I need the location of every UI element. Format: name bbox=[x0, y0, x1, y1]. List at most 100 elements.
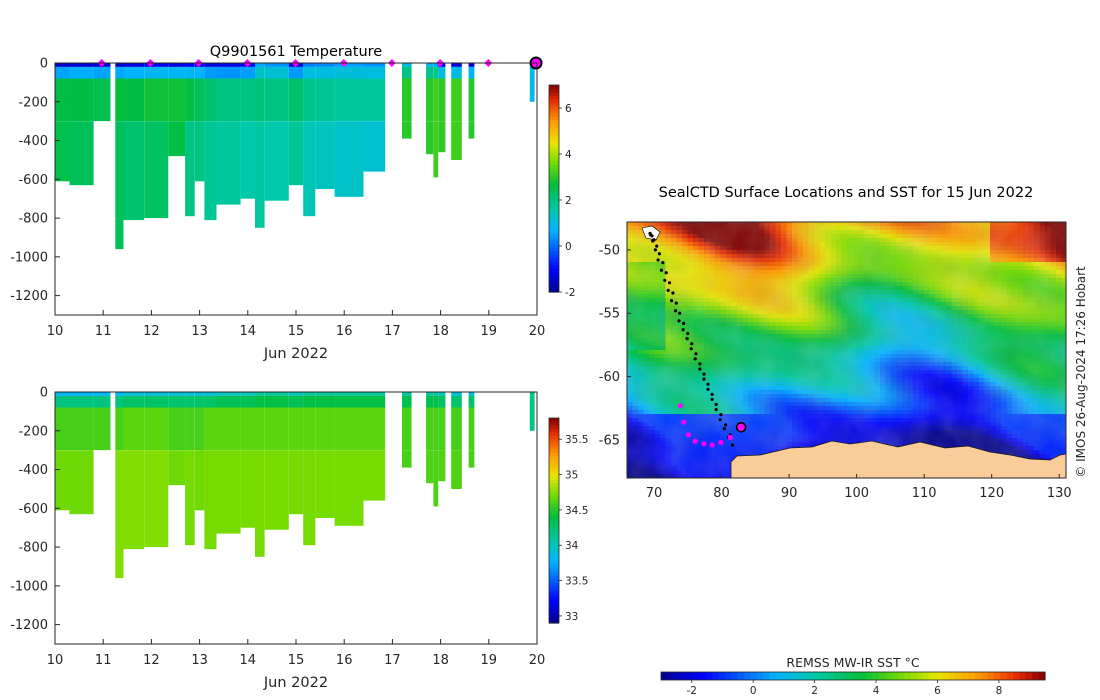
profile-cell bbox=[144, 392, 169, 396]
profile-cell bbox=[216, 395, 241, 408]
profile-cell bbox=[93, 78, 111, 122]
colorbar-segment bbox=[549, 428, 559, 433]
profile-cell bbox=[168, 78, 186, 122]
colorbar-segment bbox=[549, 178, 559, 183]
y-tick-label: -1200 bbox=[10, 289, 48, 304]
profile-cell bbox=[123, 395, 145, 408]
colorbar-segment bbox=[549, 551, 559, 556]
profile-cell bbox=[240, 121, 256, 199]
colorbar-segment bbox=[549, 198, 559, 203]
profile-cell bbox=[55, 407, 70, 451]
profile-cell bbox=[204, 63, 217, 67]
colorbar-segment bbox=[549, 435, 559, 440]
profile-cell bbox=[468, 450, 475, 468]
colorbar-segment bbox=[549, 571, 559, 576]
profile-cell bbox=[433, 66, 439, 79]
x-tick-label: 18 bbox=[432, 324, 449, 339]
profile-cell bbox=[69, 392, 94, 396]
profile-cell bbox=[363, 78, 386, 122]
profile-cell bbox=[303, 63, 316, 67]
profile-cell bbox=[185, 392, 195, 396]
colorbar-segment bbox=[549, 612, 559, 617]
colorbar-segment bbox=[549, 171, 559, 176]
profile-cell bbox=[115, 407, 124, 451]
x-tick-label: 18 bbox=[432, 653, 449, 668]
x-tick-label: 19 bbox=[481, 324, 498, 339]
profile-cell bbox=[264, 407, 289, 451]
profile-cell bbox=[204, 392, 217, 396]
profile-cell bbox=[334, 121, 364, 197]
colorbar-segment bbox=[549, 267, 559, 272]
profile-cell bbox=[204, 121, 217, 221]
profile-cell bbox=[426, 78, 434, 122]
x-tick-label: 10 bbox=[47, 653, 64, 668]
colorbar-segment bbox=[549, 167, 559, 172]
profile-cell bbox=[240, 407, 256, 451]
colorbar-tick-label: 33 bbox=[565, 611, 578, 623]
profile-cell bbox=[433, 78, 439, 122]
profile-cell bbox=[168, 66, 186, 79]
profile-cell bbox=[255, 407, 265, 451]
colorbar-segment bbox=[549, 585, 559, 590]
profile-cell bbox=[255, 392, 265, 396]
y-tick-label: -1000 bbox=[10, 250, 48, 265]
colorbar-segment bbox=[549, 510, 559, 515]
profile-cell bbox=[55, 121, 70, 182]
colorbar-segment bbox=[549, 212, 559, 217]
colorbar-tick-label: 0 bbox=[565, 241, 572, 253]
profile-cell bbox=[402, 121, 412, 139]
colorbar-segment bbox=[549, 486, 559, 491]
profile-cell bbox=[303, 392, 316, 396]
profile-cell bbox=[451, 78, 462, 122]
colorbar-segment bbox=[549, 476, 559, 481]
profile-cell bbox=[123, 63, 145, 67]
profile-cell bbox=[402, 63, 412, 67]
profile-cell bbox=[315, 450, 335, 518]
profile-cell bbox=[123, 450, 145, 550]
profile-cell bbox=[216, 450, 241, 534]
profile-cell bbox=[194, 395, 205, 408]
colorbar-segment bbox=[549, 185, 559, 190]
profile-cell bbox=[144, 63, 169, 67]
profile-cell bbox=[216, 407, 241, 451]
profile-cell bbox=[168, 121, 186, 157]
profile-cell bbox=[69, 66, 94, 79]
profile-cell bbox=[168, 395, 186, 408]
colorbar-segment bbox=[549, 554, 559, 559]
profile-cell bbox=[69, 407, 94, 451]
colorbar-segment bbox=[549, 503, 559, 508]
salinity-x-label: Jun 2022 bbox=[263, 675, 328, 691]
profile-cell bbox=[303, 121, 316, 217]
colorbar-segment bbox=[549, 264, 559, 269]
colorbar-segment bbox=[549, 588, 559, 593]
colorbar-segment bbox=[549, 616, 559, 621]
colorbar-segment bbox=[549, 254, 559, 259]
profile-cell bbox=[115, 78, 124, 122]
colorbar-segment bbox=[549, 116, 559, 121]
y-tick-label: 0 bbox=[40, 57, 48, 72]
profile-cell bbox=[288, 407, 304, 451]
profile-cell bbox=[69, 63, 94, 67]
colorbar-segment bbox=[549, 465, 559, 470]
profile-cell bbox=[194, 450, 205, 511]
profile-cell bbox=[69, 121, 94, 186]
colorbar-segment bbox=[549, 496, 559, 501]
colorbar-segment bbox=[549, 605, 559, 610]
colorbar-segment bbox=[549, 418, 559, 423]
profile-cell bbox=[185, 63, 195, 67]
profile-cell bbox=[168, 392, 186, 396]
colorbar-segment bbox=[549, 88, 559, 93]
profile-cell bbox=[264, 66, 289, 79]
profile-cell bbox=[334, 407, 364, 451]
profile-cell bbox=[451, 450, 462, 489]
profile-cell bbox=[69, 395, 94, 408]
profile-cell bbox=[363, 450, 386, 501]
colorbar-segment bbox=[549, 147, 559, 152]
profile-cell bbox=[426, 66, 434, 79]
profile-cell bbox=[255, 395, 265, 408]
colorbar-segment bbox=[549, 431, 559, 436]
profile-cell bbox=[438, 66, 446, 79]
colorbar-segment bbox=[549, 462, 559, 467]
profile-cell bbox=[115, 63, 124, 67]
x-tick-label: 17 bbox=[384, 324, 401, 339]
